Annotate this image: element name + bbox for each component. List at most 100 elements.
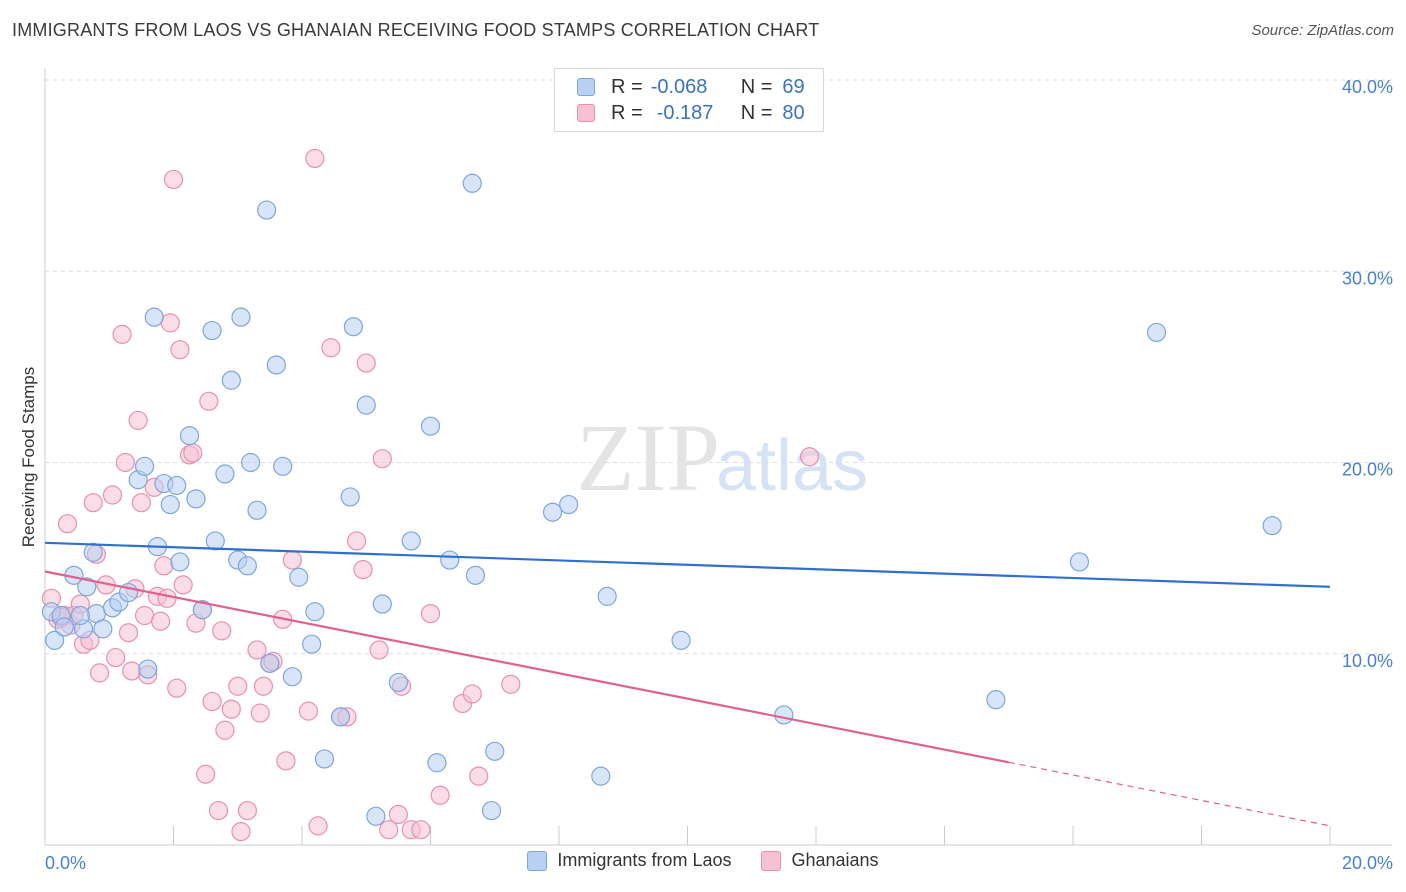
ghanaians-point	[122, 661, 142, 681]
ghanaians-point	[157, 588, 177, 608]
laos-point	[366, 806, 386, 826]
laos-point	[420, 416, 441, 436]
laos-point	[138, 659, 158, 679]
laos-point	[986, 690, 1006, 710]
laos-point	[134, 456, 155, 476]
laos-point	[356, 395, 376, 415]
ghanaians-point	[250, 703, 270, 723]
laos-point	[231, 307, 251, 327]
n-value: 69	[782, 75, 805, 98]
watermark-zip: ZIP	[576, 404, 720, 511]
laos-point	[485, 741, 505, 761]
ghanaians-point	[151, 611, 171, 631]
laos-point	[559, 494, 579, 515]
laos-point	[186, 489, 206, 509]
laos-point	[462, 173, 482, 193]
ghanaians-point	[154, 556, 174, 576]
r-label: R =	[611, 75, 643, 98]
legend-label-ghanaians: Ghanaians	[791, 850, 879, 870]
laos-swatch	[577, 78, 595, 96]
ghanaians-point	[90, 663, 110, 683]
laos-point	[302, 634, 322, 654]
laos-point	[202, 320, 222, 341]
r-label: R =	[611, 101, 643, 124]
series-legend: Immigrants from Laos Ghanaians	[0, 850, 1406, 871]
laos-point	[247, 500, 267, 520]
laos-point	[372, 594, 392, 614]
ghanaians-point	[420, 603, 441, 624]
laos-point	[1262, 516, 1282, 536]
ghanaians-point	[128, 410, 148, 431]
legend-item-laos: Immigrants from Laos	[527, 850, 731, 871]
trend-lines	[44, 541, 1331, 827]
ghanaians-point	[173, 575, 193, 595]
legend-label-laos: Immigrants from Laos	[557, 850, 732, 870]
laos-point	[83, 542, 103, 562]
laos-point	[266, 355, 286, 375]
ghanaians-point	[134, 605, 155, 626]
laos-point	[260, 653, 280, 673]
ghanaians-point	[305, 148, 325, 169]
laos-point	[144, 307, 164, 327]
laos-point	[192, 600, 213, 620]
r-value: -0.068	[650, 75, 708, 98]
n-label: N =	[740, 101, 773, 124]
ghanaians-point	[118, 623, 139, 643]
laos-point	[237, 556, 257, 576]
legend-item-ghanaians: Ghanaians	[761, 850, 879, 871]
ghanaians-point	[237, 800, 257, 821]
y-tick-labels: 10.0% 20.0% 30.0% 40.0%	[1342, 77, 1393, 671]
ghanaians-point	[347, 531, 367, 551]
laos-point	[340, 487, 360, 507]
ghanaians-point	[276, 751, 296, 771]
n-value: 80	[782, 101, 805, 124]
zipatlas-watermark: ZIP atlas	[576, 404, 868, 511]
ghanaians-point	[202, 691, 222, 712]
ghana-legend-swatch	[761, 850, 782, 871]
laos-point	[170, 552, 190, 572]
ghanaians-point	[411, 820, 431, 840]
ghanaians-point	[221, 699, 241, 719]
ghanaians-point	[131, 493, 151, 513]
laos-legend-swatch	[527, 850, 548, 871]
ghanaians-point	[160, 313, 180, 333]
stats-row-ghana: R = -0.187 N = 80	[577, 100, 805, 126]
laos-point	[273, 456, 293, 476]
y-tick-label: 10.0%	[1342, 651, 1393, 671]
ghanaians-point	[282, 550, 302, 570]
ghanaians-point	[388, 804, 408, 825]
laos-point	[671, 630, 691, 650]
laos-point	[1069, 552, 1090, 572]
laos-point	[597, 586, 617, 606]
ghanaians-point	[372, 449, 392, 469]
ghanaians-point	[106, 647, 126, 668]
stats-legend: R = -0.068 N = 69 R = -0.187 N = 80	[554, 68, 824, 132]
ghanaians-point	[208, 800, 229, 821]
y-tick-label: 40.0%	[1342, 77, 1393, 97]
laos-point	[427, 753, 447, 773]
ghanaians-point	[231, 822, 251, 842]
ghanaians-point	[115, 452, 135, 473]
axes	[44, 68, 1392, 846]
laos-point	[257, 200, 277, 220]
laos-point	[93, 619, 113, 639]
laos-point	[160, 494, 180, 515]
ghanaians-point	[247, 640, 267, 660]
x-tick-label: 0.0%	[45, 853, 86, 873]
ghanaians-point	[112, 324, 132, 344]
ghanaians-trend-line-extension	[1008, 761, 1331, 827]
ghanaians-point	[356, 353, 376, 373]
ghanaians-point	[308, 816, 328, 836]
laos-point	[343, 317, 363, 337]
laos-point	[70, 605, 90, 626]
laos-point	[289, 567, 309, 587]
laos-point	[1146, 322, 1167, 343]
laos-point	[314, 749, 335, 769]
ghanaians-point	[183, 443, 203, 463]
laos-point	[774, 705, 794, 725]
ghanaians-trend-line	[44, 570, 1009, 764]
laos-point	[205, 531, 225, 551]
ghanaians-point	[321, 338, 341, 358]
ghanaians-point	[167, 678, 187, 698]
